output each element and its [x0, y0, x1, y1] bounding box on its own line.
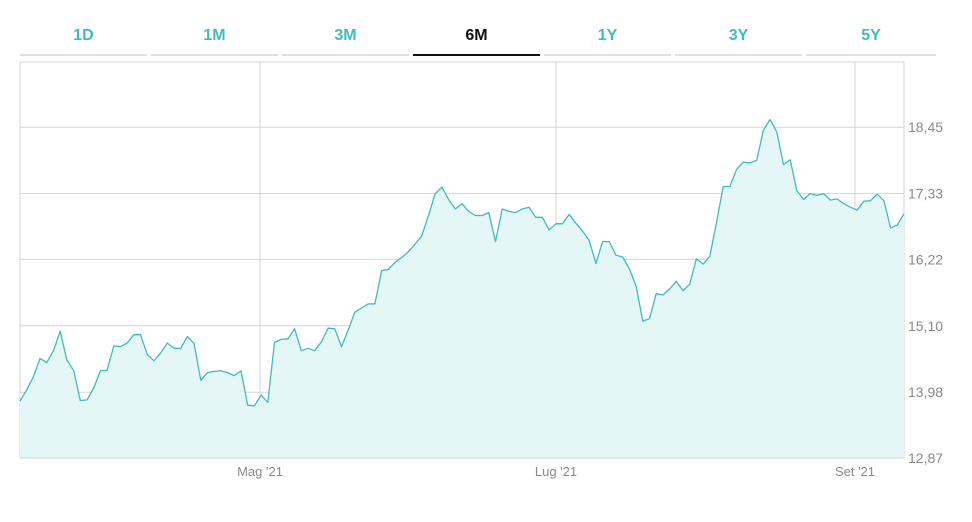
tab-1m[interactable]: 1M — [151, 18, 278, 56]
tab-1y[interactable]: 1Y — [544, 18, 671, 56]
y-tick-label: 13,98 — [908, 384, 943, 400]
tab-3m[interactable]: 3M — [282, 18, 409, 56]
price-line — [19, 118, 905, 407]
tab-3y[interactable]: 3Y — [675, 18, 802, 56]
y-tick-label: 15,10 — [908, 318, 943, 334]
range-tabs: 1D 1M 3M 6M 1Y 3Y 5Y — [20, 18, 936, 58]
price-area — [20, 119, 904, 458]
x-tick-label: Lug '21 — [535, 464, 577, 479]
tab-6m[interactable]: 6M — [413, 18, 540, 56]
tab-5y[interactable]: 5Y — [806, 18, 936, 56]
tab-1d[interactable]: 1D — [20, 18, 147, 56]
x-tick-label: Set '21 — [835, 464, 875, 479]
y-tick-label: 12,87 — [908, 450, 943, 466]
y-tick-label: 16,22 — [908, 251, 943, 267]
y-tick-label: 18,45 — [908, 119, 943, 135]
x-tick-label: Mag '21 — [237, 464, 283, 479]
y-tick-label: 17,33 — [908, 186, 943, 202]
